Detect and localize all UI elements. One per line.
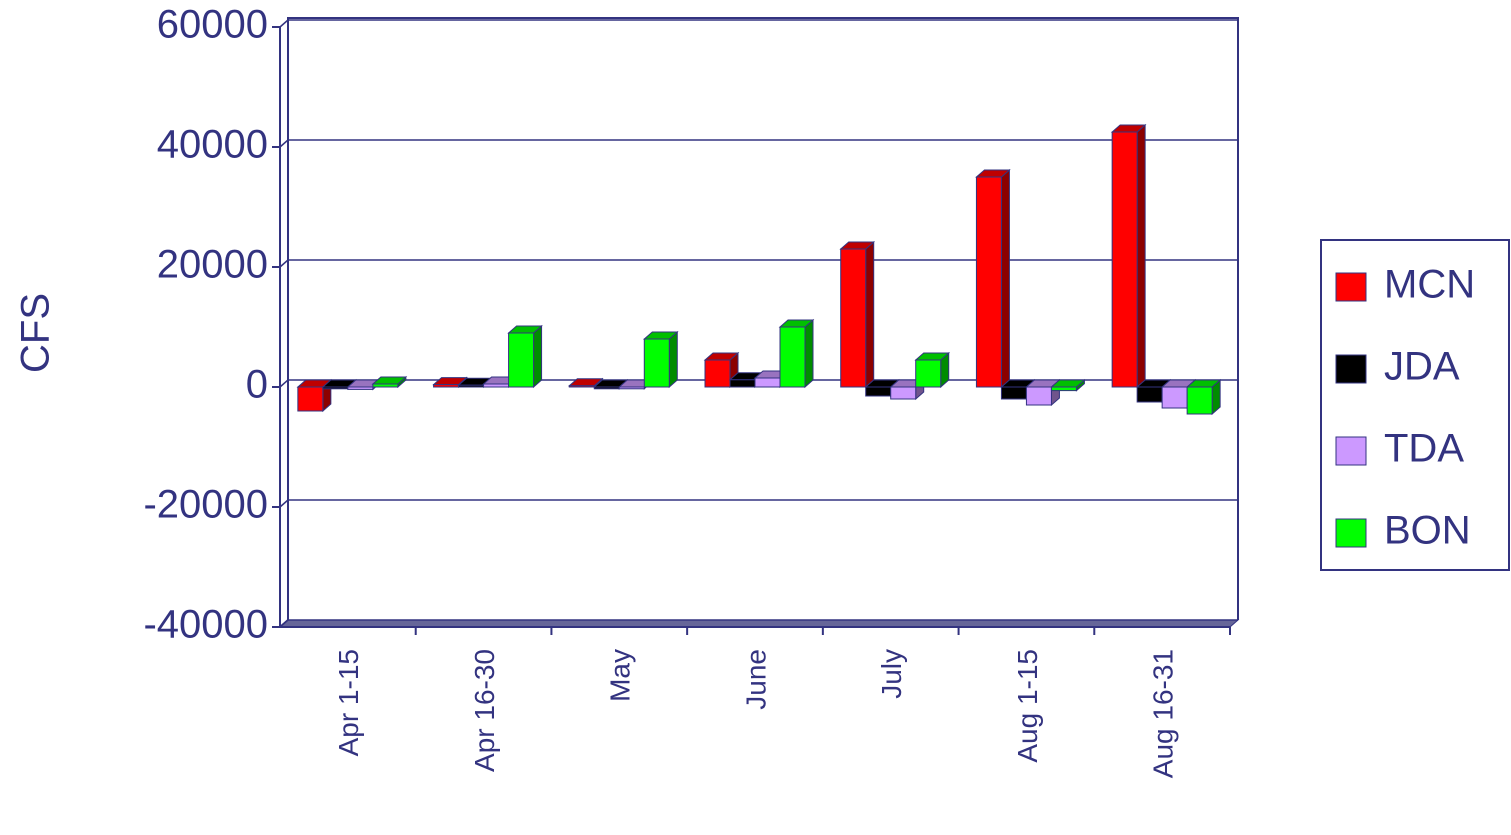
floor <box>278 619 1240 628</box>
bar <box>1161 386 1188 409</box>
bar <box>347 386 374 390</box>
bar-side <box>668 330 678 389</box>
bar <box>779 326 806 388</box>
bar-side <box>865 240 875 389</box>
bar <box>1000 386 1027 400</box>
grid-line <box>279 139 289 148</box>
bar <box>322 386 349 390</box>
bar <box>865 386 892 397</box>
x-tick-label: June <box>740 649 771 710</box>
bar <box>372 383 399 388</box>
bar <box>890 386 917 400</box>
legend-swatch <box>1335 436 1367 466</box>
bar <box>508 332 535 388</box>
grid-line <box>279 499 289 508</box>
bar <box>568 385 595 388</box>
bar <box>297 386 324 412</box>
x-tick-label: Aug 1-15 <box>1012 649 1043 763</box>
bar <box>618 386 645 390</box>
bar <box>483 383 510 388</box>
legend-label: MCN <box>1384 263 1475 307</box>
legend-swatch <box>1335 272 1367 302</box>
bar <box>1186 386 1213 415</box>
x-tick-label: May <box>605 649 636 702</box>
bar <box>1050 386 1077 392</box>
bar <box>975 176 1002 388</box>
x-tick-label: Apr 16-30 <box>469 649 500 772</box>
grid-line <box>279 619 289 628</box>
legend-label: TDA <box>1384 427 1464 471</box>
bar <box>915 359 942 388</box>
bar <box>1136 386 1163 403</box>
y-tick-label: 40000 <box>157 123 268 167</box>
bar <box>458 384 485 388</box>
legend-swatch <box>1335 354 1367 384</box>
back-wall <box>279 17 1239 628</box>
bar-side <box>1136 123 1146 389</box>
x-tick-label: Aug 16-31 <box>1148 649 1179 778</box>
grid-line <box>279 19 289 28</box>
bar-side <box>533 324 543 389</box>
bar <box>433 384 460 388</box>
bar-side <box>1000 168 1010 389</box>
bar-side <box>804 318 814 389</box>
bar <box>840 248 867 388</box>
bar <box>754 377 781 388</box>
y-tick-label: 20000 <box>157 243 268 287</box>
bar <box>729 379 756 388</box>
y-tick-label: 0 <box>246 363 268 407</box>
bar <box>1025 386 1052 406</box>
grid-line <box>279 379 289 388</box>
legend-label: JDA <box>1384 345 1460 389</box>
x-tick-label: July <box>876 649 907 699</box>
y-tick-label: -20000 <box>143 483 268 527</box>
legend-label: BON <box>1384 509 1471 553</box>
bar <box>643 338 670 388</box>
y-tick-label: 60000 <box>157 3 268 47</box>
bar <box>593 386 620 390</box>
grid-line <box>279 259 289 268</box>
bar <box>704 359 731 388</box>
y-tick-label: -40000 <box>143 603 268 647</box>
bar <box>1111 131 1138 388</box>
y-axis-label: CFS <box>14 293 58 373</box>
legend-swatch <box>1335 518 1367 548</box>
x-tick-label: Apr 1-15 <box>333 649 364 756</box>
